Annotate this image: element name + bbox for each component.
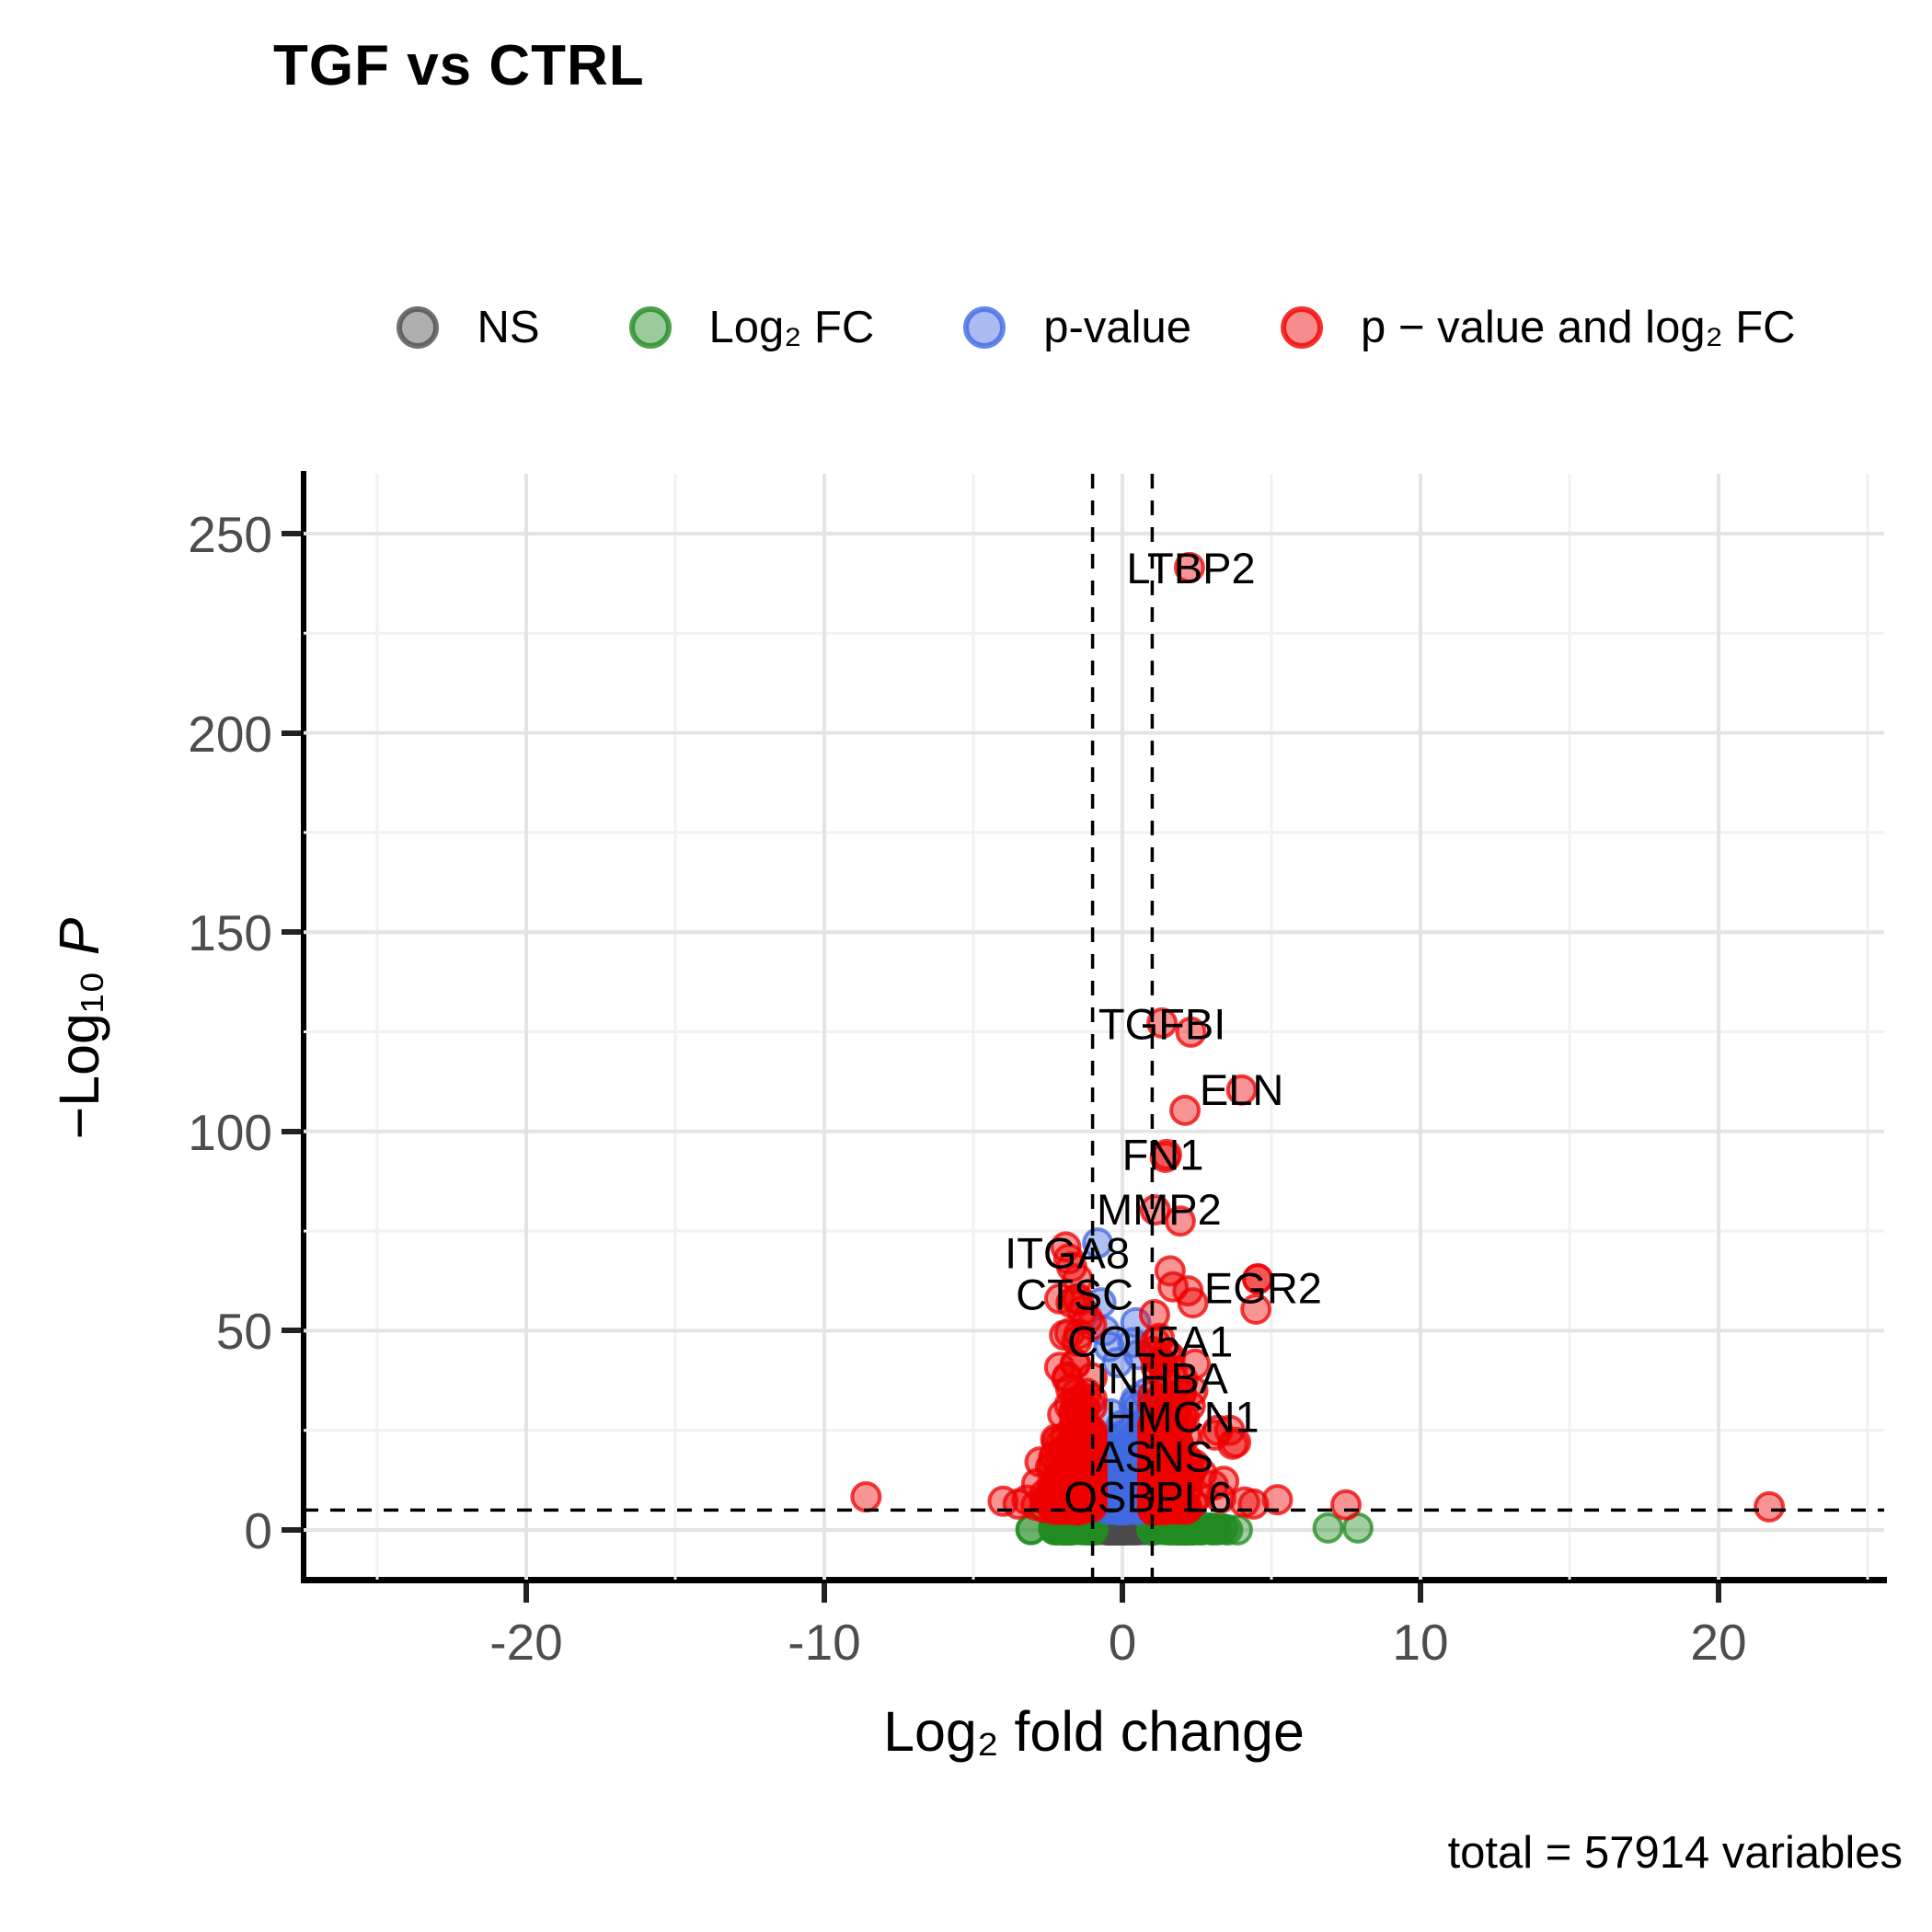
legend-swatch-pvalue-log2fc-icon [1280, 306, 1323, 349]
x-tick-label: 20 [1690, 1614, 1747, 1671]
data-point [1051, 1363, 1083, 1395]
y-tick-label: 0 [244, 1502, 272, 1559]
legend-item-pvalue: p-value [959, 302, 1191, 353]
data-point [1312, 1512, 1344, 1544]
total-variables-caption: total = 57914 variables [1447, 1828, 1903, 1878]
y-axis-title-italic: P [48, 917, 110, 956]
x-tick-label: 0 [1108, 1614, 1137, 1671]
y-tick-label: 250 [188, 506, 272, 563]
data-point [1064, 1406, 1096, 1438]
legend-item-log2fc: Log₂ FC [625, 302, 875, 353]
x-axis-title-text: Log₂ fold change [883, 1700, 1305, 1763]
legend-label-ns: NS [477, 303, 540, 352]
legend-label-log2fc: Log₂ FC [708, 303, 875, 352]
gene-label: EGR2 [1204, 1264, 1322, 1313]
gene-label: OSBPL6 [1064, 1473, 1232, 1522]
gene-label: TGFBI [1098, 999, 1225, 1048]
y-axis-tick [282, 531, 301, 536]
x-axis-tick [822, 1583, 827, 1603]
gene-label: LTBP2 [1126, 544, 1255, 592]
legend-swatch-log2fc-icon [628, 306, 672, 349]
x-tick-label: 10 [1392, 1614, 1449, 1671]
legend-item-pvalue-log2fc: p − value and log₂ FC [1276, 302, 1796, 353]
data-point [1330, 1489, 1362, 1521]
data-point [1061, 1477, 1093, 1509]
data-point [1049, 1319, 1081, 1351]
x-axis-tick [1716, 1583, 1721, 1603]
y-axis-tick [282, 929, 301, 936]
data-point [1082, 1227, 1114, 1259]
legend-circle-log2fc [628, 306, 672, 349]
data-point [1754, 1490, 1786, 1523]
x-axis-tick [523, 1583, 529, 1603]
legend-item-ns: NS [392, 302, 540, 353]
gene-label: MMP2 [1097, 1185, 1222, 1234]
y-axis-tick [282, 1527, 301, 1533]
data-point [1093, 1330, 1125, 1363]
gene-label: FN1 [1122, 1130, 1204, 1179]
y-tick-label: 100 [188, 1103, 272, 1161]
x-axis-line [301, 1577, 1887, 1583]
data-point [1020, 1489, 1052, 1522]
y-axis-tick [282, 1328, 301, 1334]
gene-label: CTSC [1016, 1270, 1133, 1318]
y-tick-label: 50 [215, 1303, 272, 1361]
legend-swatch-ns-icon [397, 306, 440, 349]
y-axis-line [301, 471, 306, 1583]
data-point [850, 1481, 882, 1513]
y-axis-tick [282, 1128, 301, 1134]
x-axis-title: Log₂ fold change [304, 1699, 1884, 1764]
legend-circle-pvalue-log2fc [1280, 306, 1323, 349]
y-axis-title-prefix: −Log₁₀ [48, 955, 110, 1140]
data-point [1107, 1438, 1139, 1470]
plot-title: TGF vs CTRL [273, 34, 645, 98]
y-axis-tick [282, 730, 301, 736]
y-axis-title: −Log₁₀ P [47, 918, 111, 1140]
legend: NS Log₂ FC p-value p − value and log₂ FC [304, 291, 1884, 364]
x-tick-label: -20 [489, 1614, 563, 1671]
gene-label: ELN [1200, 1065, 1283, 1114]
x-axis-tick [1418, 1583, 1423, 1603]
data-point [1169, 1094, 1202, 1126]
data-point [1172, 1275, 1204, 1307]
y-tick-label: 150 [188, 904, 272, 962]
legend-swatch-pvalue-icon [963, 306, 1006, 349]
x-tick-label: -10 [788, 1614, 861, 1671]
x-axis-tick [1120, 1583, 1125, 1603]
legend-circle-ns [397, 306, 440, 349]
data-point [1208, 1513, 1240, 1546]
legend-circle-pvalue [963, 306, 1006, 349]
legend-label-pvalue: p-value [1043, 303, 1191, 352]
data-point [1237, 1488, 1270, 1520]
y-tick-label: 200 [188, 705, 272, 763]
legend-label-pvalue-log2fc: p − value and log₂ FC [1360, 303, 1796, 352]
